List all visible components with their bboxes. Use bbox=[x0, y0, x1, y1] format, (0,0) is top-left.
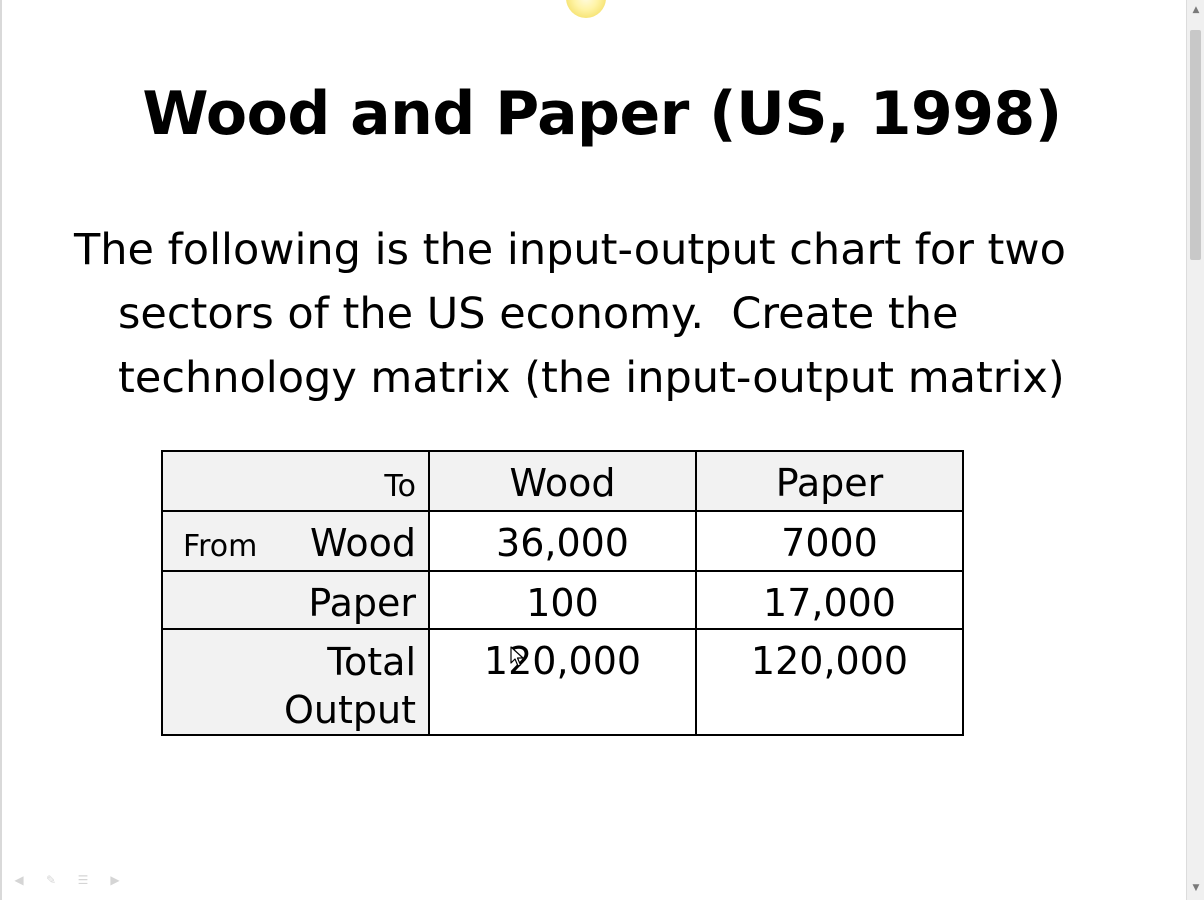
previous-arrow-icon[interactable]: ◀ bbox=[14, 873, 24, 887]
total-output-label-cell: Total Output bbox=[161, 628, 430, 736]
table-cell: 120,000 bbox=[428, 628, 697, 736]
menu-icon[interactable]: ☰ bbox=[77, 873, 89, 887]
mouse-cursor-icon bbox=[510, 646, 524, 667]
slide-title: Wood and Paper (US, 1998) bbox=[142, 79, 1062, 149]
input-output-table: To Wood Paper From Wood 36,000 7000 Pape… bbox=[161, 450, 964, 736]
table-cell: 7000 bbox=[695, 510, 964, 572]
column-header-wood: Wood bbox=[428, 450, 697, 512]
body-line-3: technology matrix (the input-output matr… bbox=[118, 353, 1065, 403]
slideshow-controls: ◀ ✎ ☰ ▶ bbox=[8, 872, 126, 888]
table-cell: 17,000 bbox=[695, 570, 964, 630]
slide-left-edge bbox=[0, 0, 2, 900]
table-row: From Wood 36,000 7000 bbox=[161, 510, 964, 572]
table-row: Paper 100 17,000 bbox=[161, 570, 964, 630]
row-label-wood: Wood bbox=[310, 521, 416, 565]
body-line-2: sectors of the US economy. Create the bbox=[118, 289, 959, 339]
pen-icon[interactable]: ✎ bbox=[45, 873, 57, 887]
table-cell: 36,000 bbox=[428, 510, 697, 572]
scrollbar-thumb[interactable] bbox=[1190, 30, 1201, 260]
body-line-1: The following is the input-output chart … bbox=[74, 225, 1066, 275]
from-label: From bbox=[183, 529, 258, 564]
slide-body-text: The following is the input-output chart … bbox=[74, 218, 1178, 410]
table-header-row: To Wood Paper bbox=[161, 450, 964, 512]
scroll-down-icon[interactable]: ▼ bbox=[1192, 883, 1200, 893]
scroll-up-icon[interactable]: ▲ bbox=[1192, 5, 1200, 15]
table-cell: 100 bbox=[428, 570, 697, 630]
row-label-cell: Paper bbox=[161, 570, 430, 630]
table-cell: 120,000 bbox=[695, 628, 964, 736]
next-arrow-icon[interactable]: ▶ bbox=[110, 873, 120, 887]
row-label-paper: Paper bbox=[308, 581, 416, 625]
to-label: To bbox=[384, 469, 416, 504]
vertical-scrollbar[interactable]: ▲ ▼ bbox=[1186, 0, 1204, 900]
total-output-row: Total Output 120,000 120,000 bbox=[161, 628, 964, 736]
total-label: Total bbox=[327, 640, 416, 684]
header-corner-cell: To bbox=[161, 450, 430, 512]
row-label-cell: From Wood bbox=[161, 510, 430, 572]
column-header-paper: Paper bbox=[695, 450, 964, 512]
output-label: Output bbox=[284, 688, 416, 732]
laser-pointer-icon bbox=[566, 0, 606, 18]
